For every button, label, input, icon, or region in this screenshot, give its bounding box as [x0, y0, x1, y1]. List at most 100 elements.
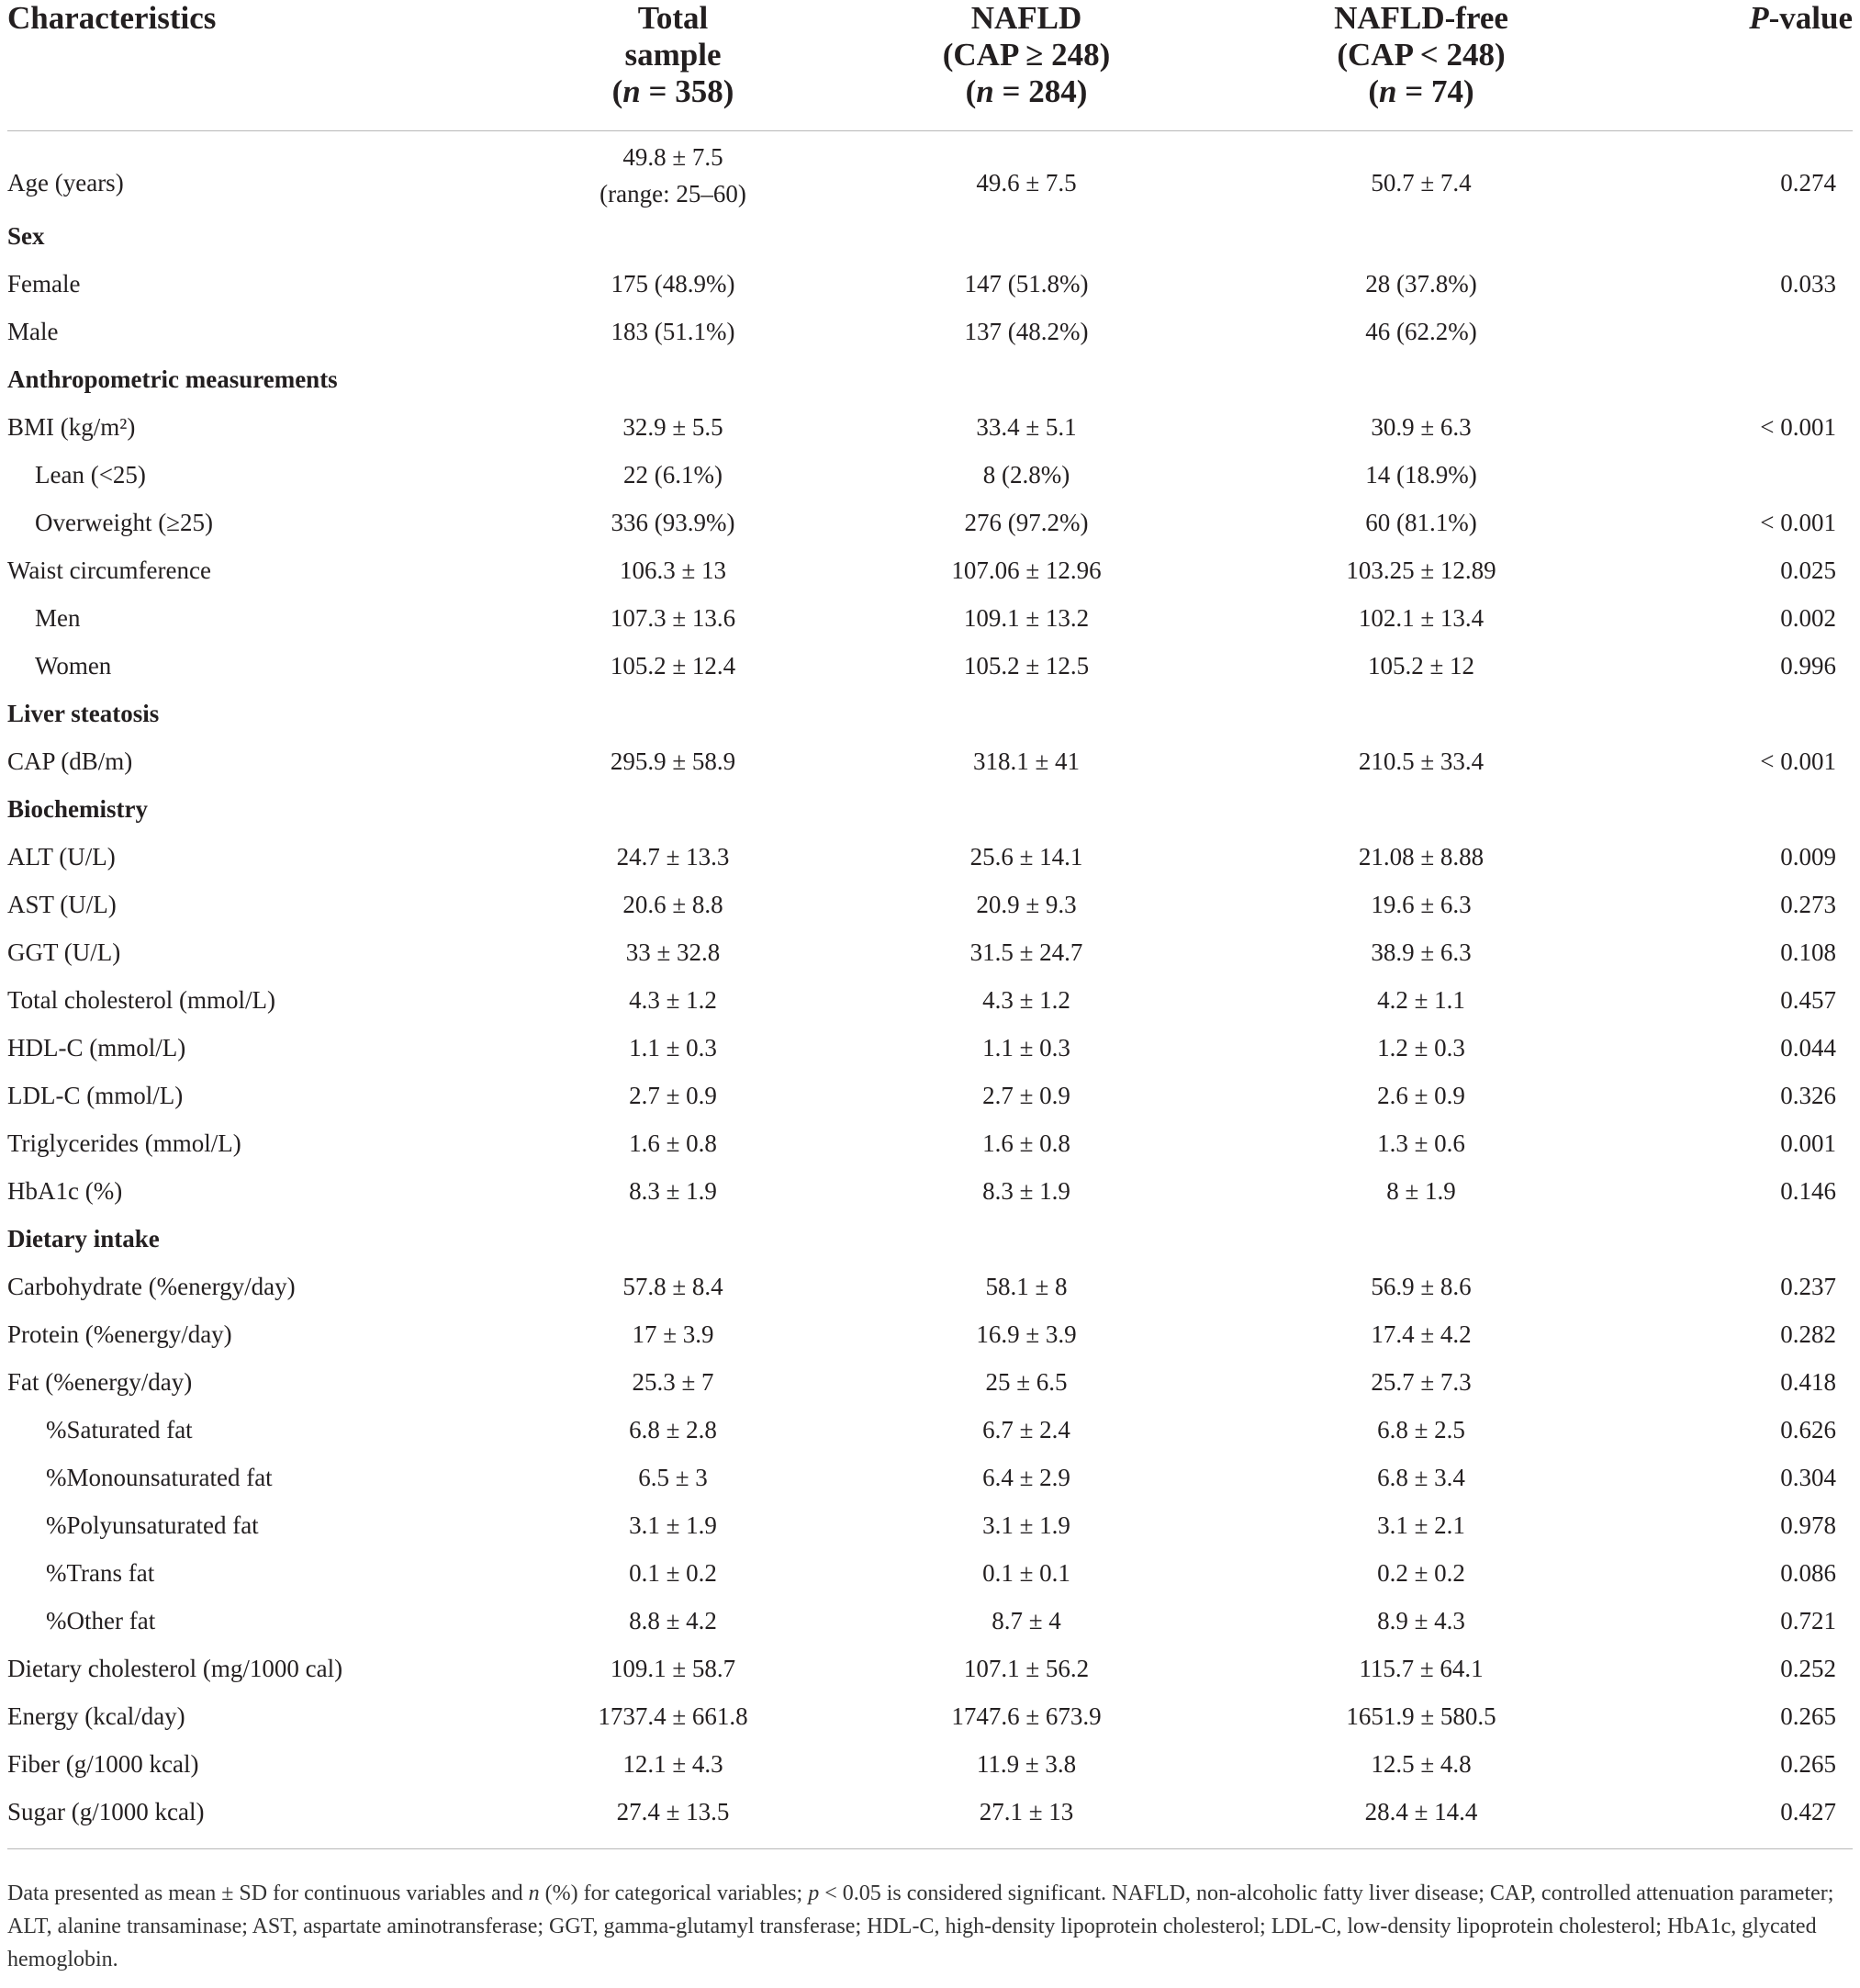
table-footnote: Data presented as mean ± SD for continuo… — [7, 1881, 1834, 1971]
table-row: Age (years) 49.8 ± 7.5 (range: 25–60) 49.6 … — [7, 131, 1853, 213]
row-label: Protein (%energy/day) — [7, 1320, 232, 1348]
cell-p-value — [1614, 308, 1853, 355]
cell-total-sample: 295.9 ± 58.9 — [610, 747, 736, 775]
header-p-value: P-value — [1614, 0, 1853, 131]
row-label: Overweight (≥25) — [35, 509, 214, 536]
row-label: Men — [35, 604, 81, 632]
cell-nafld: 4.3 ± 1.2 — [982, 986, 1070, 1014]
cell-nafld: 33.4 ± 5.1 — [976, 413, 1077, 441]
section-header-row: Liver steatosis — [7, 690, 1853, 737]
cell-p-value: 0.033 — [1780, 270, 1836, 298]
cell-nafld: 109.1 ± 13.2 — [963, 604, 1090, 632]
cell-nafld: 2.7 ± 0.9 — [982, 1082, 1070, 1109]
cell-p-value: 0.978 — [1780, 1511, 1836, 1539]
header-nafld-line1: NAFLD — [970, 0, 1082, 36]
cell-p-value: 0.274 — [1780, 169, 1836, 197]
cell-p-value: 0.044 — [1780, 1034, 1836, 1061]
cell-nafld-free: 1.3 ± 0.6 — [1377, 1129, 1465, 1157]
cell-total-sample: 6.8 ± 2.8 — [629, 1416, 717, 1443]
cell-total-sample: 1.6 ± 0.8 — [629, 1129, 717, 1157]
header-total-line2: sample — [624, 37, 722, 73]
cell-nafld-free: 28 (37.8%) — [1365, 270, 1477, 298]
cell-nafld: 8.7 ± 4 — [992, 1607, 1061, 1634]
header-nafld-line3: (n = 284) — [965, 73, 1088, 109]
cell-nafld-free: 6.8 ± 3.4 — [1377, 1464, 1465, 1491]
cell-total-sample: 3.1 ± 1.9 — [629, 1511, 717, 1539]
table-row: Carbohydrate (%energy/day) 57.8 ± 8.4 58.1… — [7, 1263, 1853, 1310]
cell-nafld: 8 (2.8%) — [982, 461, 1070, 489]
cell-nafld: 318.1 ± 41 — [972, 747, 1081, 775]
cell-p-value: 0.304 — [1780, 1464, 1836, 1491]
cell-nafld-free: 210.5 ± 33.4 — [1358, 747, 1485, 775]
header-nafld: NAFLD (CAP ≥ 248) (n = 284) — [824, 0, 1228, 131]
cell-nafld: 58.1 ± 8 — [985, 1273, 1068, 1300]
cell-p-value: 0.252 — [1780, 1655, 1836, 1682]
row-label: BMI (kg/m²) — [7, 413, 136, 441]
cell-nafld: 3.1 ± 1.9 — [982, 1511, 1070, 1539]
row-label: %Saturated fat — [46, 1416, 193, 1443]
table-row: HDL-C (mmol/L) 1.1 ± 0.3 1.1 ± 0.3 1.2 ± 0.… — [7, 1024, 1853, 1072]
table-row: %Polyunsaturated fat 3.1 ± 1.9 3.1 ± 1.9 3.… — [7, 1501, 1853, 1549]
table-row: Waist circumference 106.3 ± 13 107.06 ± 12… — [7, 546, 1853, 594]
cell-nafld: 105.2 ± 12.5 — [963, 652, 1090, 680]
cell-total-sample: 2.7 ± 0.9 — [629, 1082, 717, 1109]
cell-p-value: 0.418 — [1780, 1368, 1836, 1396]
cell-total-value: 49.8 ± 7.5 — [622, 143, 723, 171]
cell-p-value: 0.273 — [1780, 891, 1836, 918]
cell-nafld-free: 25.7 ± 7.3 — [1371, 1368, 1472, 1396]
cell-nafld-free: 30.9 ± 6.3 — [1371, 413, 1472, 441]
cell-nafld: 107.1 ± 56.2 — [963, 1655, 1090, 1682]
table-row: Female 175 (48.9%) 147 (51.8%) 28 (37.8%) 0.… — [7, 260, 1853, 308]
table-row: Male 183 (51.1%) 137 (48.2%) 46 (62.2%) — [7, 308, 1853, 355]
table-row: CAP (dB/m) 295.9 ± 58.9 318.1 ± 41 210.5 ± … — [7, 737, 1853, 785]
cell-nafld-free: 46 (62.2%) — [1365, 318, 1477, 345]
cell-nafld: 0.1 ± 0.1 — [982, 1559, 1070, 1587]
cell-total-sample: 24.7 ± 13.3 — [616, 843, 730, 870]
cell-total-sample: 0.1 ± 0.2 — [629, 1559, 717, 1587]
cell-p-value: 0.086 — [1780, 1559, 1836, 1587]
cell-nafld-free: 102.1 ± 13.4 — [1358, 604, 1485, 632]
table-row: Dietary cholesterol (mg/1000 cal) 109.1 ±… — [7, 1645, 1853, 1692]
cell-nafld-free: 4.2 ± 1.1 — [1377, 986, 1465, 1014]
cell-p-value: < 0.001 — [1760, 747, 1836, 775]
cell-nafld-free: 17.4 ± 4.2 — [1371, 1320, 1472, 1348]
cell-total-sample: 106.3 ± 13 — [619, 556, 727, 584]
cell-nafld: 1.6 ± 0.8 — [982, 1129, 1070, 1157]
header-total-line1: Total — [637, 0, 709, 36]
table-row: %Monounsaturated fat 6.5 ± 3 6.4 ± 2.9 6.8 … — [7, 1454, 1853, 1501]
table-row: Sugar (g/1000 kcal) 27.4 ± 13.5 27.1 ± 13 2… — [7, 1788, 1853, 1849]
row-label: %Monounsaturated fat — [46, 1464, 273, 1491]
row-label: Fiber (g/1000 kcal) — [7, 1750, 199, 1778]
cell-p-value: 0.721 — [1780, 1607, 1836, 1634]
table-row: Energy (kcal/day) 1737.4 ± 661.8 1747.6 ± … — [7, 1692, 1853, 1740]
cell-total-sample: 12.1 ± 4.3 — [622, 1750, 723, 1778]
header-free-line2: (CAP < 248) — [1337, 37, 1506, 73]
row-label: LDL-C (mmol/L) — [7, 1082, 184, 1109]
cell-nafld-free: 21.08 ± 8.88 — [1358, 843, 1485, 870]
row-label: Fat (%energy/day) — [7, 1368, 193, 1396]
table-row: ALT (U/L) 24.7 ± 13.3 25.6 ± 14.1 21.08 ± 8… — [7, 833, 1853, 881]
cell-nafld-free: 19.6 ± 6.3 — [1371, 891, 1472, 918]
table-row: BMI (kg/m²) 32.9 ± 5.5 33.4 ± 5.1 30.9 ± 6.… — [7, 403, 1853, 451]
header-p-value-label: P-value — [1749, 0, 1853, 36]
cell-total-sample: 17 ± 3.9 — [632, 1320, 714, 1348]
header-nafld-free: NAFLD-free (CAP < 248) (n = 74) — [1228, 0, 1614, 131]
header-row: Characteristics Total sample (n = 358) N… — [7, 0, 1853, 131]
cell-nafld-free: 12.5 ± 4.8 — [1371, 1750, 1472, 1778]
row-label: ALT (U/L) — [7, 843, 116, 870]
cell-nafld: 147 (51.8%) — [964, 270, 1089, 298]
cell-total-sample: 8.8 ± 4.2 — [629, 1607, 717, 1634]
header-total-line3: (n = 358) — [611, 73, 734, 109]
section-header-row: Dietary intake — [7, 1215, 1853, 1263]
section-label: Anthropometric measurements — [7, 365, 338, 393]
section-header-row: Anthropometric measurements — [7, 355, 1853, 403]
table-row: Men 107.3 ± 13.6 109.1 ± 13.2 102.1 ± 13.4 0… — [7, 594, 1853, 642]
cell-p-value: 0.282 — [1780, 1320, 1836, 1348]
row-label: Total cholesterol (mmol/L) — [7, 986, 276, 1014]
table-row: %Other fat 8.8 ± 4.2 8.7 ± 4 8.9 ± 4.3 0.721 — [7, 1597, 1853, 1645]
table-container: Characteristics Total sample (n = 358) N… — [7, 0, 1853, 1849]
section-label: Liver steatosis — [7, 700, 160, 727]
cell-total-sample: 4.3 ± 1.2 — [629, 986, 717, 1014]
cell-nafld: 107.06 ± 12.96 — [951, 556, 1102, 584]
cell-total-sample: 183 (51.1%) — [611, 318, 735, 345]
